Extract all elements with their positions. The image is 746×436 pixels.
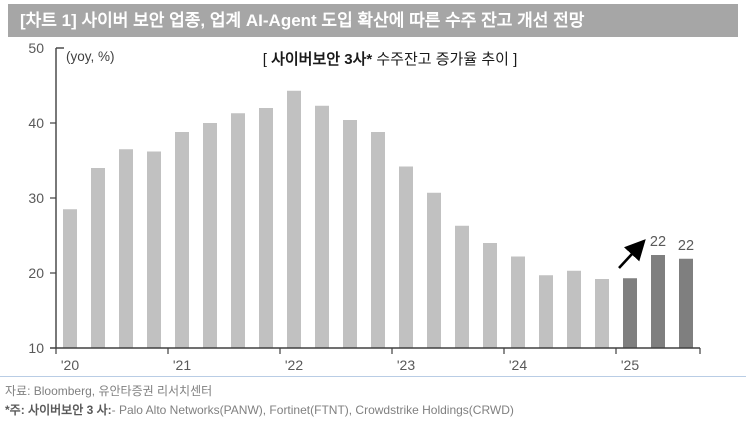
x-axis-label-25: '25 — [621, 357, 639, 373]
bar-'24Q3 — [567, 270, 581, 348]
x-axis-label-21: '21 — [173, 357, 191, 373]
footer-source-text: 자료: Bloomberg, 유안타증권 리서치센터 — [5, 384, 213, 398]
footer-note-rest: - Palo Alto Networks(PANW), Fortinet(FTN… — [111, 403, 514, 417]
bar-'23Q3 — [455, 225, 469, 348]
bar-'21Q4 — [259, 108, 273, 348]
chart-canvas: 22 22 50 40 30 20 10 '20 '21 '22 '23 '24 '25 — [28, 40, 701, 373]
bar-value-label-'25Q3: 22 — [678, 238, 694, 254]
bar-'22Q4 — [371, 132, 385, 348]
chart-title-bold: 사이버보안 3사* — [271, 51, 373, 68]
x-axis-label-24: '24 — [509, 357, 527, 373]
bar-'20Q2 — [91, 168, 105, 348]
chart-header-title-text: [차트 1] 사이버 보안 업종, 업계 AI-Agent 도입 확산에 따른 … — [20, 11, 585, 30]
chart-title-prefix: [ — [262, 51, 272, 68]
trend-arrow-icon — [618, 239, 646, 269]
footer-note-text: *주: 사이버보안 3 사:- Palo Alto Networks(PANW)… — [5, 401, 514, 418]
x-axis-label-23: '23 — [397, 357, 415, 373]
x-axis-label-20: '20 — [61, 357, 79, 373]
bar-chart: 22 22 50 40 30 20 10 '20 '21 '22 '23 '24 '25 (yoy, %… — [0, 38, 746, 378]
bar-'22Q1 — [287, 90, 301, 348]
bar-'20Q3 — [119, 149, 133, 348]
bar-'23Q4 — [483, 243, 497, 348]
y-axis-label-10: 10 — [28, 340, 44, 356]
bar-value-label-'25Q2: 22 — [650, 234, 666, 250]
footer-note-bold: *주: 사이버보안 3 사: — [5, 403, 112, 417]
bar-'20Q1 — [63, 209, 77, 348]
bar-'21Q1 — [175, 132, 189, 348]
footer-separator — [0, 376, 746, 377]
y-axis-label-40: 40 — [28, 115, 44, 131]
bar-'23Q2 — [427, 192, 441, 348]
bar-'22Q3 — [343, 120, 357, 348]
bar-'24Q2 — [539, 275, 553, 348]
bar-'25Q3 — [679, 258, 693, 348]
x-axis-label-22: '22 — [285, 357, 303, 373]
chart-title-rest: 수주잔고 증가율 추이 ] — [372, 51, 518, 68]
bar-'21Q3 — [231, 113, 245, 348]
y-axis-label-20: 20 — [28, 265, 44, 281]
y-axis-label-50: 50 — [28, 40, 44, 56]
chart-inner-title: [ 사이버보안 3사* 수주잔고 증가율 추이 ] — [56, 48, 724, 69]
y-axis-unit-label: (yoy, %) — [66, 49, 115, 64]
bar-'24Q4 — [595, 279, 609, 348]
bar-'25Q1 — [623, 278, 637, 348]
bar-'23Q1 — [399, 166, 413, 348]
y-axis-label-30: 30 — [28, 190, 44, 206]
bar-'24Q1 — [511, 256, 525, 348]
bar-'25Q2 — [651, 255, 665, 348]
chart-header-title: [차트 1] 사이버 보안 업종, 업계 AI-Agent 도입 확산에 따른 … — [8, 4, 738, 37]
bar-'22Q2 — [315, 105, 329, 348]
bar-'20Q4 — [147, 151, 161, 348]
bar-'21Q2 — [203, 123, 217, 348]
